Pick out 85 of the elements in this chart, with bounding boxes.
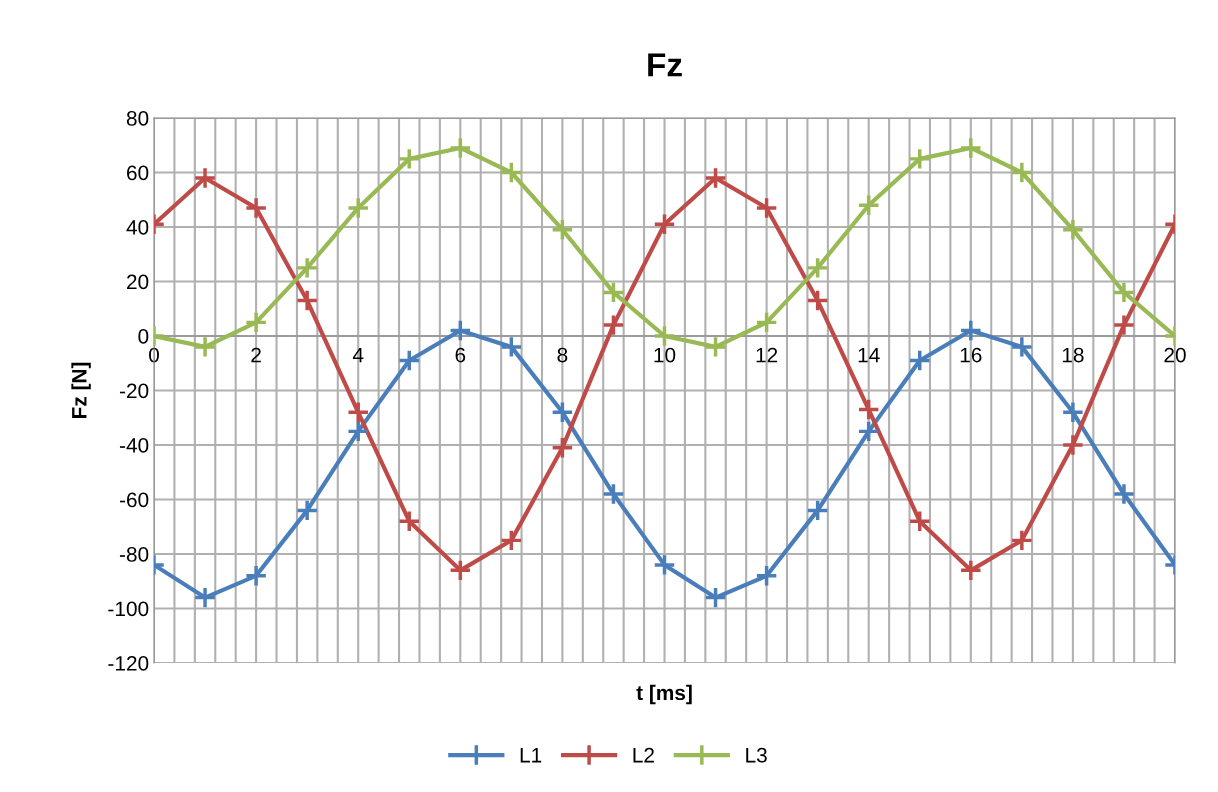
point: [653, 212, 676, 236]
point: [448, 558, 472, 582]
point: [601, 313, 625, 337]
point: [295, 256, 319, 280]
legend-label: L2: [633, 747, 654, 763]
point: [1112, 313, 1136, 337]
point: [397, 147, 421, 171]
point: [959, 319, 983, 343]
y-tick-label: -60: [119, 492, 149, 508]
point: [908, 349, 932, 372]
point: [959, 558, 983, 582]
point: [346, 419, 370, 443]
point: [857, 419, 881, 443]
point: [1010, 161, 1034, 184]
x-tick-label: 12: [756, 347, 778, 363]
point: [193, 335, 217, 359]
x-tick-label: 6: [455, 347, 466, 363]
y-tick-label: -100: [108, 601, 149, 617]
y-tick-label: -40: [119, 438, 149, 453]
point: [499, 335, 523, 359]
legend-label: L1: [520, 748, 542, 763]
point: [1061, 433, 1085, 457]
point: [499, 161, 523, 184]
point: [1061, 218, 1085, 242]
point: [346, 196, 370, 220]
legend-label: L3: [746, 747, 767, 763]
point: [244, 310, 268, 334]
point: [1010, 335, 1034, 359]
point: [653, 553, 676, 577]
x-tick-label: 16: [960, 347, 982, 363]
point: [499, 528, 523, 552]
y-tick-label: -20: [119, 383, 149, 399]
point: [653, 324, 676, 348]
y-tick-label: 0: [138, 329, 149, 344]
point: [806, 289, 830, 313]
point: [1010, 528, 1034, 552]
y-tick-label: 60: [127, 165, 149, 181]
point: [704, 166, 728, 190]
point: [397, 349, 421, 372]
chart-title: Fz: [648, 53, 682, 77]
point: [704, 335, 728, 359]
point: [1061, 400, 1085, 424]
x-tick-label: 14: [858, 347, 880, 363]
point: [550, 436, 574, 460]
point: [755, 196, 779, 220]
point: [959, 136, 983, 160]
y-tick-label: 80: [126, 111, 149, 126]
point: [295, 498, 319, 522]
point: [550, 218, 574, 242]
x-tick-label: 4: [352, 347, 364, 363]
point: [448, 319, 472, 343]
x-tick-label: 20: [1164, 347, 1186, 363]
point: [448, 136, 472, 160]
point: [908, 147, 932, 171]
y-tick-label: 20: [127, 274, 149, 290]
point: [755, 310, 779, 334]
point: [193, 586, 217, 610]
point: [193, 166, 217, 190]
point: [1112, 280, 1136, 304]
x-tick-label: 2: [251, 347, 261, 363]
point: [908, 509, 932, 533]
point: [704, 586, 728, 610]
point: [1112, 482, 1136, 506]
y-axis-title: Fz [N]: [71, 362, 91, 419]
y-tick-label: -80: [119, 547, 149, 562]
x-tick-label: 10: [654, 347, 676, 363]
point: [244, 196, 268, 220]
point: [857, 398, 881, 422]
x-tick-label: 8: [557, 347, 568, 363]
x-tick-label: 18: [1062, 347, 1084, 363]
point: [806, 498, 830, 522]
point: [601, 280, 625, 304]
point: [601, 482, 625, 506]
x-tick-label: 0: [149, 347, 159, 363]
point: [295, 289, 319, 313]
point: [244, 564, 268, 588]
point: [397, 509, 421, 533]
y-tick-label: 40: [126, 220, 149, 235]
point: [806, 256, 830, 280]
point: [346, 400, 370, 424]
point: [755, 564, 779, 588]
point: [550, 400, 574, 424]
x-axis-title: t [ms]: [636, 684, 692, 705]
point: [857, 193, 881, 217]
y-tick-label: -120: [108, 656, 149, 671]
